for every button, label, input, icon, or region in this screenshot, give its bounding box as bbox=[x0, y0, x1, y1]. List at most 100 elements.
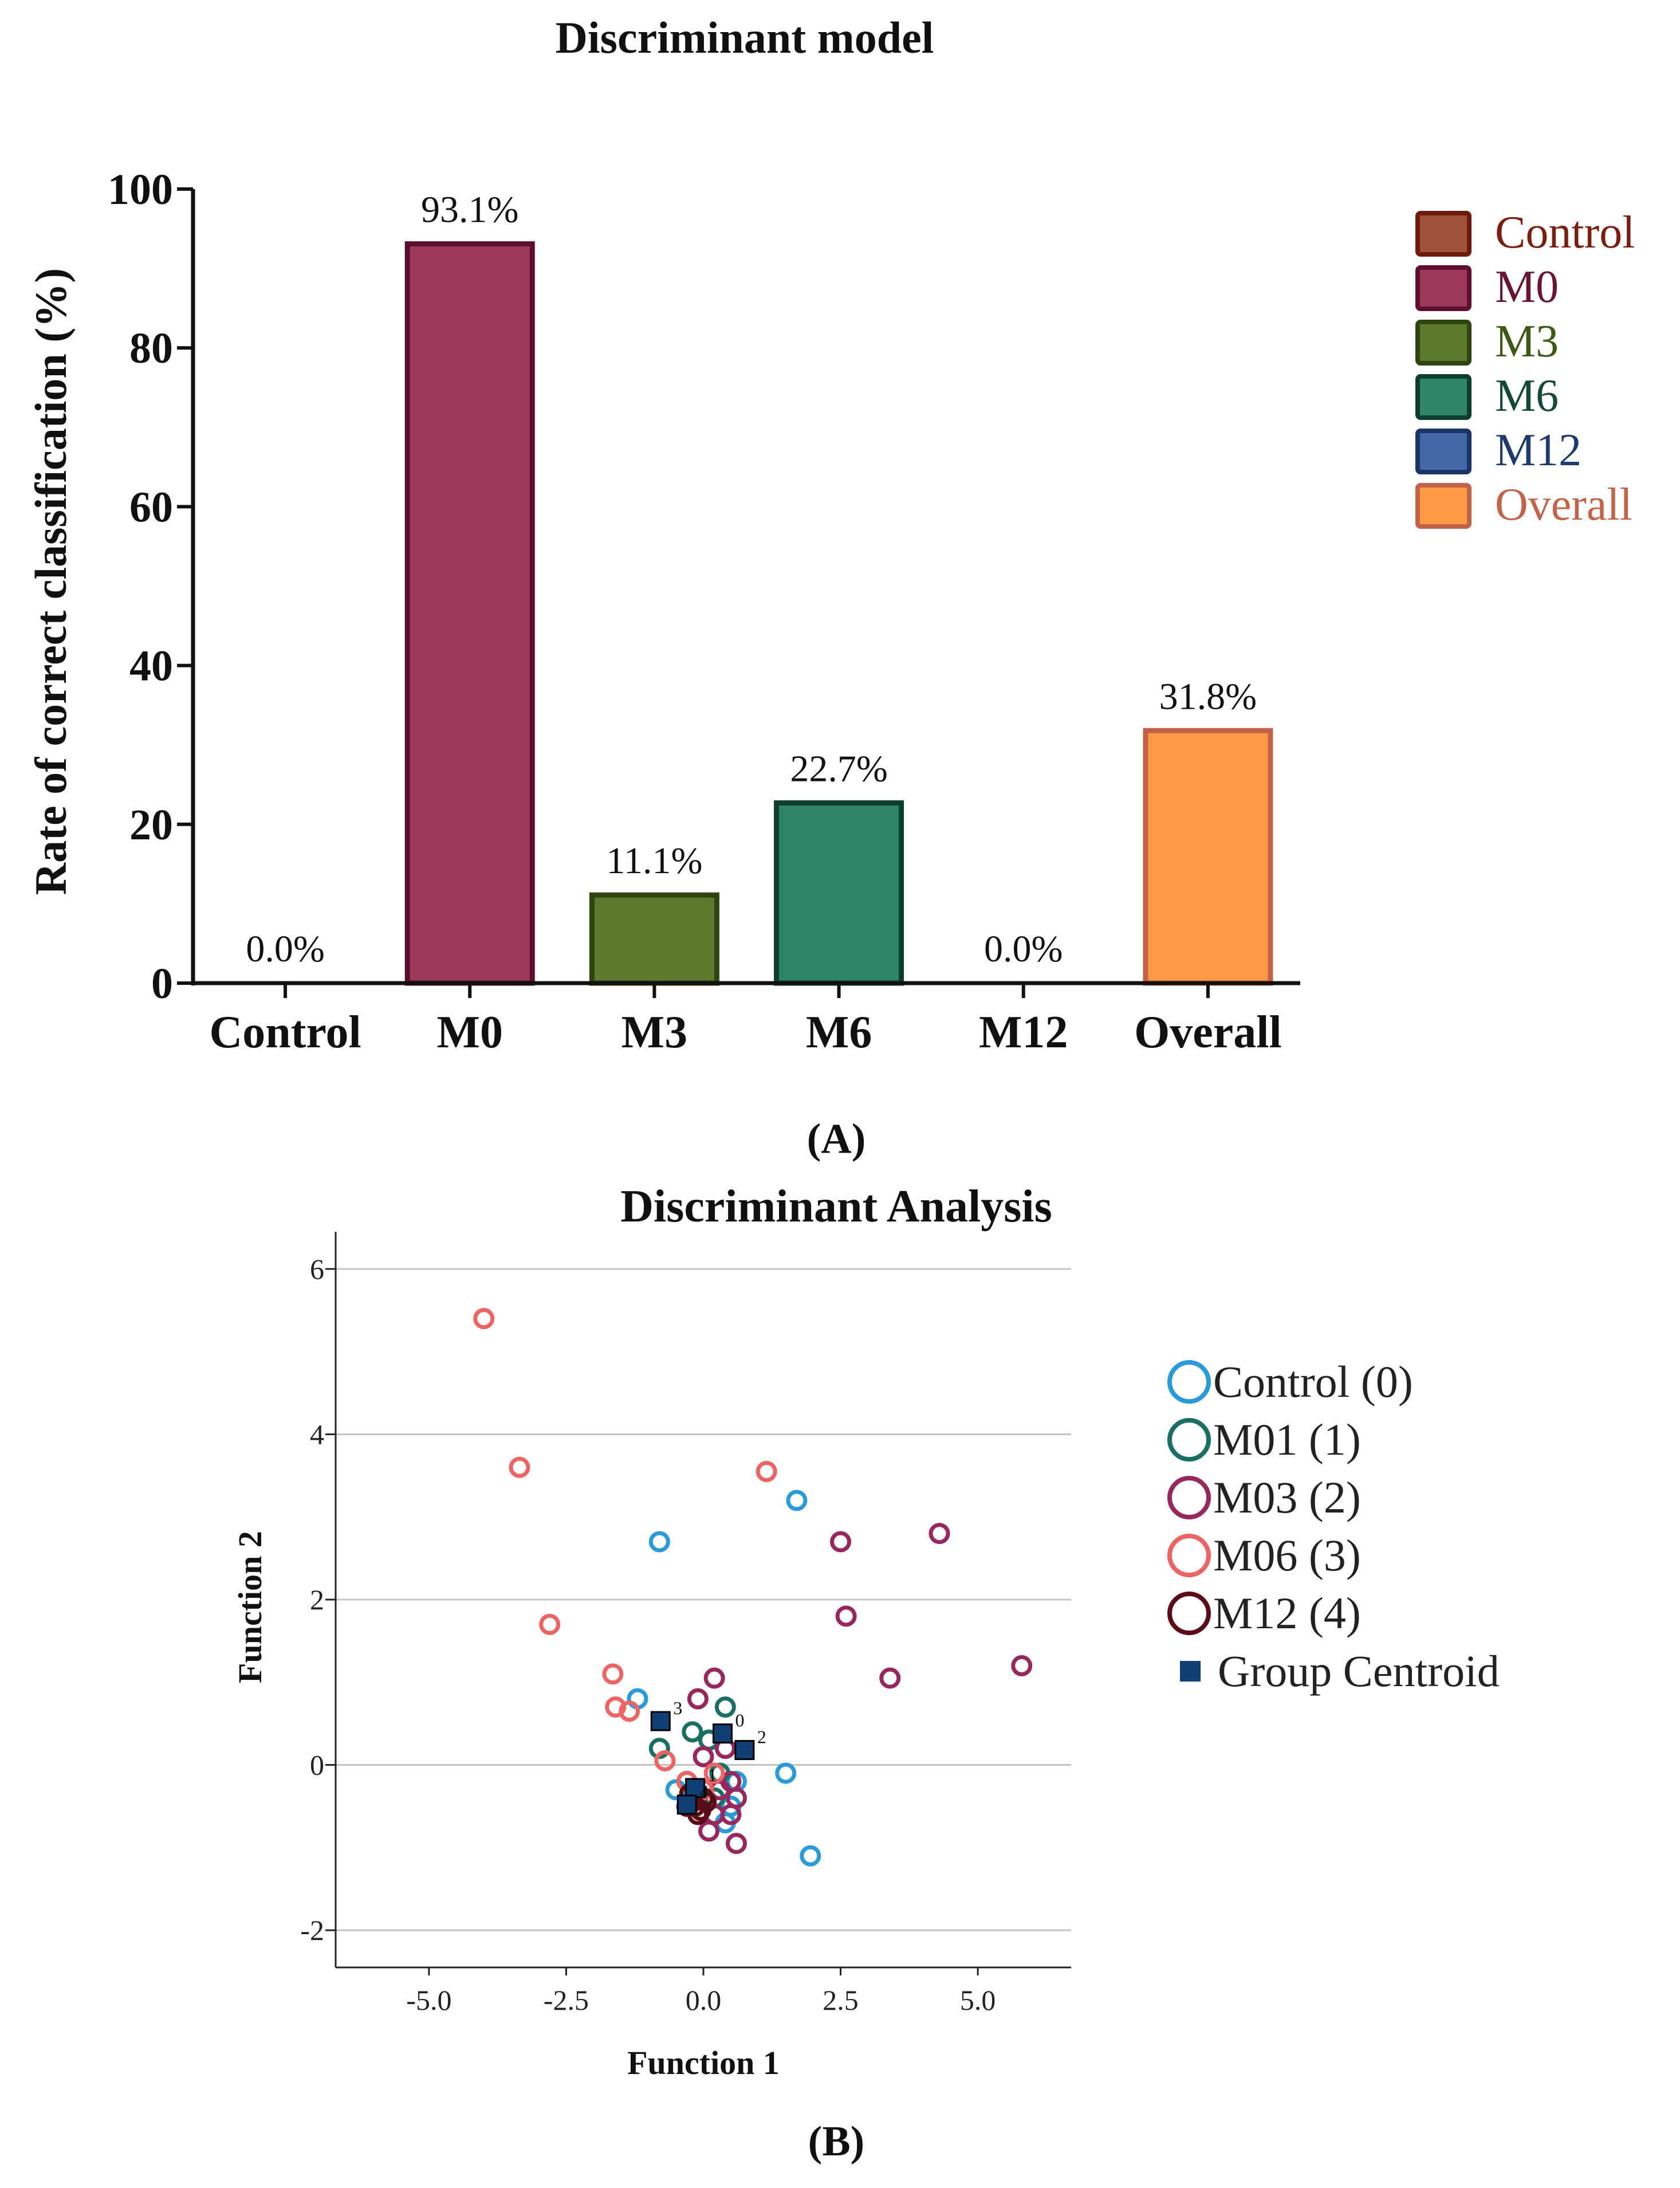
point-m06-3 bbox=[509, 1456, 530, 1478]
x-tick-label: -5.0 bbox=[406, 1984, 451, 2016]
point-m06-3 bbox=[756, 1460, 777, 1482]
scatter-y-axis-label: Function 2 bbox=[231, 1531, 269, 1683]
centroid-2 bbox=[734, 1740, 755, 1761]
scatter-title: Discriminant Analysis bbox=[620, 1181, 1052, 1232]
legend-label-m0: M0 bbox=[1495, 262, 1559, 312]
scatter-centroids: 0 1 2 3 4 bbox=[650, 1698, 766, 1815]
centroid-label-4: 4 bbox=[699, 1781, 709, 1802]
legend-label-group-centroid: Group Centroid bbox=[1218, 1646, 1500, 1696]
bar-chart-y-axis-label: Rate of correct classification (%) bbox=[26, 268, 76, 895]
point-control-0 bbox=[800, 1845, 821, 1867]
point-m03-2 bbox=[693, 1746, 714, 1767]
x-tick-label-m6: M6 bbox=[806, 1007, 872, 1058]
x-tick-label-m3: M3 bbox=[621, 1007, 688, 1058]
legend-marker-m12-4 bbox=[1167, 1592, 1211, 1635]
panel-b-label: (B) bbox=[808, 2118, 865, 2165]
y-tick-label: 0 bbox=[151, 960, 173, 1008]
bar-chart-panel: Discriminant model Rate of correct class… bbox=[26, 13, 1635, 1162]
legend-marker-group-centroid bbox=[1180, 1661, 1201, 1682]
legend-swatch-control bbox=[1415, 211, 1472, 257]
point-m03-2 bbox=[687, 1688, 709, 1710]
x-tick-label-m0: M0 bbox=[436, 1007, 503, 1058]
legend-marker-m03-2 bbox=[1167, 1476, 1211, 1519]
x-tick-label-control: Control bbox=[209, 1007, 361, 1058]
y-tick-label: 80 bbox=[129, 324, 173, 372]
point-m03-2 bbox=[879, 1667, 901, 1689]
legend-label-control: Control bbox=[1495, 207, 1635, 258]
x-tick-label: 5.0 bbox=[960, 1984, 996, 2016]
legend-swatch-m6 bbox=[1415, 374, 1472, 420]
legend-swatch-overall bbox=[1415, 483, 1472, 529]
y-tick-label: 100 bbox=[108, 166, 173, 214]
bar-m3 bbox=[589, 892, 719, 986]
point-m06-3 bbox=[539, 1613, 561, 1635]
y-tick-label: 20 bbox=[129, 801, 173, 849]
value-label-m3: 11.1% bbox=[606, 840, 702, 882]
point-m03-2 bbox=[1011, 1655, 1033, 1676]
bar-overall bbox=[1143, 728, 1273, 986]
y-tick-label: 40 bbox=[129, 642, 173, 690]
bar-chart-bars bbox=[404, 241, 1273, 986]
centroid-label-0: 0 bbox=[735, 1710, 745, 1731]
value-label-overall: 31.8% bbox=[1159, 675, 1257, 717]
y-tick-label: 60 bbox=[129, 483, 173, 531]
value-label-m6: 22.7% bbox=[790, 748, 887, 789]
bar-chart-x-ticks: Control M0 M3 M6 M12 Overall bbox=[209, 983, 1282, 1058]
value-label-m12: 0.0% bbox=[984, 928, 1063, 970]
x-tick-label-m12: M12 bbox=[979, 1007, 1068, 1058]
value-label-m0: 93.1% bbox=[421, 189, 518, 231]
legend-label-m12-4: M12 (4) bbox=[1213, 1588, 1361, 1638]
centroid-label-1: 1 bbox=[708, 1765, 717, 1785]
point-m06-3 bbox=[703, 1762, 725, 1784]
y-tick-label: -2 bbox=[300, 1914, 324, 1946]
point-m06-3 bbox=[473, 1307, 495, 1329]
centroid-4 bbox=[676, 1794, 697, 1815]
legend-label-m03-2: M03 (2) bbox=[1213, 1472, 1361, 1522]
point-m03-2 bbox=[720, 1770, 742, 1792]
bar-chart-y-ticks: 0 20 40 60 80 100 bbox=[108, 166, 193, 1008]
point-m03-2 bbox=[703, 1667, 725, 1689]
x-tick-label: 2.5 bbox=[823, 1984, 859, 2016]
panel-a-label: (A) bbox=[807, 1115, 866, 1162]
legend-swatch-m3 bbox=[1415, 320, 1472, 366]
scatter-y-ticks: -2 0 2 4 6 bbox=[300, 1253, 336, 1946]
legend-label-m12: M12 bbox=[1495, 425, 1581, 476]
point-m01-1 bbox=[714, 1696, 736, 1718]
point-m03-2 bbox=[928, 1523, 950, 1545]
centroid-3 bbox=[650, 1711, 671, 1731]
point-m06-3 bbox=[605, 1696, 627, 1718]
legend-label-m6: M6 bbox=[1495, 371, 1559, 421]
bar-m6 bbox=[774, 800, 904, 986]
centroid-label-2: 2 bbox=[757, 1727, 766, 1747]
y-tick-label: 2 bbox=[310, 1584, 324, 1616]
legend-marker-m01-1 bbox=[1167, 1418, 1211, 1462]
legend-label-m06-3: M06 (3) bbox=[1213, 1530, 1361, 1580]
point-m03-2 bbox=[835, 1605, 857, 1627]
legend-label-m3: M3 bbox=[1495, 316, 1559, 367]
legend-label-overall: Overall bbox=[1495, 480, 1632, 530]
bar-chart-value-labels: 0.0% 93.1% 11.1% 22.7% 0.0% 31.8% bbox=[246, 189, 1257, 970]
legend-marker-control-0 bbox=[1167, 1360, 1211, 1404]
scatter-legend: Control (0) M01 (1) M03 (2) M06 (3) M12 (4) G… bbox=[1167, 1357, 1500, 1696]
point-m01-1 bbox=[682, 1721, 703, 1743]
bar-chart-title: Discriminant model bbox=[556, 13, 934, 62]
legend-label-m01-1: M01 (1) bbox=[1213, 1415, 1361, 1464]
centroid-label-3: 3 bbox=[673, 1698, 682, 1718]
point-control-0 bbox=[648, 1531, 670, 1553]
point-m06-3 bbox=[654, 1750, 676, 1771]
legend-swatch-m0 bbox=[1415, 265, 1472, 311]
point-m12-4 bbox=[695, 1791, 717, 1813]
centroid-0 bbox=[713, 1723, 733, 1744]
scatter-x-ticks: -5.0 -2.5 0.0 2.5 5.0 bbox=[406, 1967, 996, 2016]
point-m03-2 bbox=[830, 1531, 852, 1553]
x-tick-label-overall: Overall bbox=[1134, 1007, 1282, 1058]
value-label-control: 0.0% bbox=[246, 928, 324, 970]
scatter-x-axis-label: Function 1 bbox=[627, 2044, 780, 2081]
legend-label-control-0: Control (0) bbox=[1213, 1357, 1413, 1407]
point-control-0 bbox=[775, 1762, 797, 1784]
